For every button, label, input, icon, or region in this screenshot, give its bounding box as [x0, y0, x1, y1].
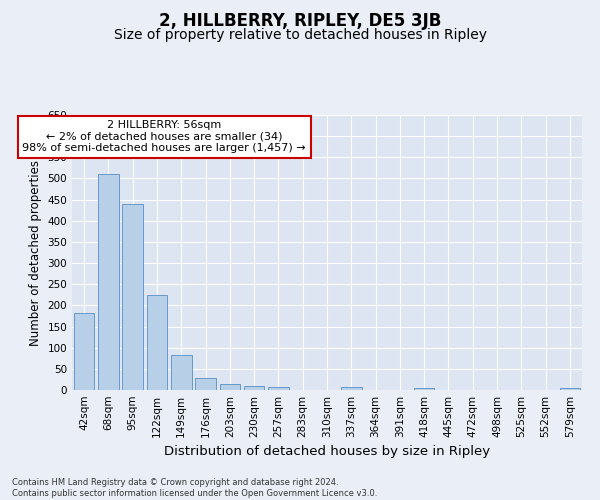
- Bar: [98, 174, 119, 390]
- Bar: [171, 356, 191, 390]
- Bar: [220, 384, 240, 390]
- Text: Contains HM Land Registry data © Crown copyright and database right 2024.
Contai: Contains HM Land Registry data © Crown c…: [12, 478, 377, 498]
- Text: 2, HILLBERRY, RIPLEY, DE5 3JB: 2, HILLBERRY, RIPLEY, DE5 3JB: [159, 12, 441, 30]
- Bar: [268, 388, 289, 390]
- Bar: [341, 386, 362, 390]
- Bar: [146, 295, 167, 390]
- Bar: [560, 388, 580, 390]
- Bar: [244, 386, 265, 390]
- Text: Size of property relative to detached houses in Ripley: Size of property relative to detached ho…: [113, 28, 487, 42]
- Bar: [195, 378, 216, 390]
- Bar: [414, 388, 434, 390]
- Bar: [74, 312, 94, 390]
- X-axis label: Distribution of detached houses by size in Ripley: Distribution of detached houses by size …: [164, 446, 490, 458]
- Y-axis label: Number of detached properties: Number of detached properties: [29, 160, 42, 346]
- Text: 2 HILLBERRY: 56sqm
← 2% of detached houses are smaller (34)
98% of semi-detached: 2 HILLBERRY: 56sqm ← 2% of detached hous…: [22, 120, 306, 154]
- Bar: [122, 204, 143, 390]
